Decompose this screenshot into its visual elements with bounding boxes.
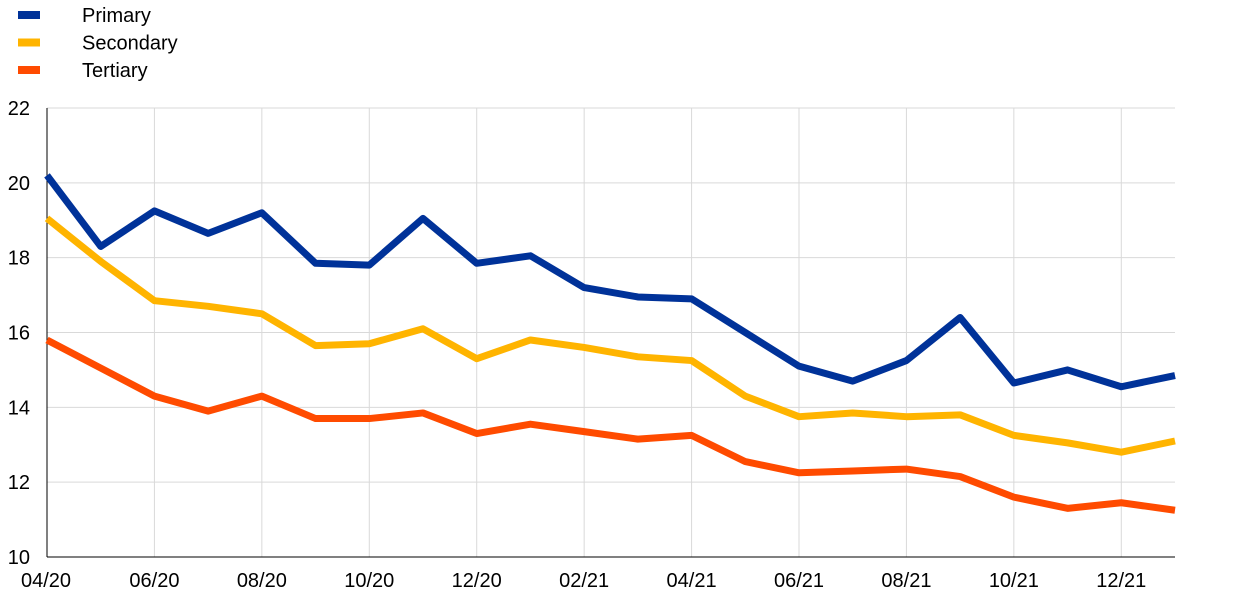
x-tick-label: 08/21 <box>881 570 931 592</box>
legend-label-primary: Primary <box>82 5 151 27</box>
legend-label-tertiary: Tertiary <box>82 60 148 82</box>
legend-swatch-tertiary <box>18 66 40 74</box>
y-tick-label: 12 <box>8 472 30 494</box>
y-tick-label: 18 <box>8 248 30 270</box>
series-line-tertiary <box>45 336 1176 514</box>
x-tick-label: 04/21 <box>667 570 717 592</box>
x-tick-label: 12/21 <box>1096 570 1146 592</box>
series-line-secondary <box>44 215 1176 456</box>
x-tick-label: 06/21 <box>774 570 824 592</box>
x-tick-label: 04/20 <box>21 570 71 592</box>
y-tick-label: 16 <box>8 323 30 345</box>
y-tick-label: 22 <box>8 98 30 120</box>
legend: Primary Secondary Tertiary <box>18 5 178 82</box>
axis-layer: 10 12 14 16 18 20 22 04/20 06/20 08/20 10/20 12/20 0… <box>8 98 1175 592</box>
x-tick-label: 12/20 <box>452 570 502 592</box>
y-tick-label: 10 <box>8 547 30 569</box>
legend-swatch-secondary <box>18 38 40 47</box>
series-layer <box>44 173 1176 514</box>
series-line-primary <box>44 173 1176 391</box>
x-tick-label: 10/20 <box>344 570 394 592</box>
grid-layer <box>46 107 1175 557</box>
legend-swatch-primary <box>18 11 40 19</box>
y-tick-label: 20 <box>8 173 30 195</box>
x-tick-label: 02/21 <box>559 570 609 592</box>
x-tick-label: 06/20 <box>129 570 179 592</box>
x-tick-label: 08/20 <box>237 570 287 592</box>
y-tick-label: 14 <box>8 397 30 419</box>
legend-label-secondary: Secondary <box>82 33 178 55</box>
x-tick-label: 10/21 <box>989 570 1039 592</box>
